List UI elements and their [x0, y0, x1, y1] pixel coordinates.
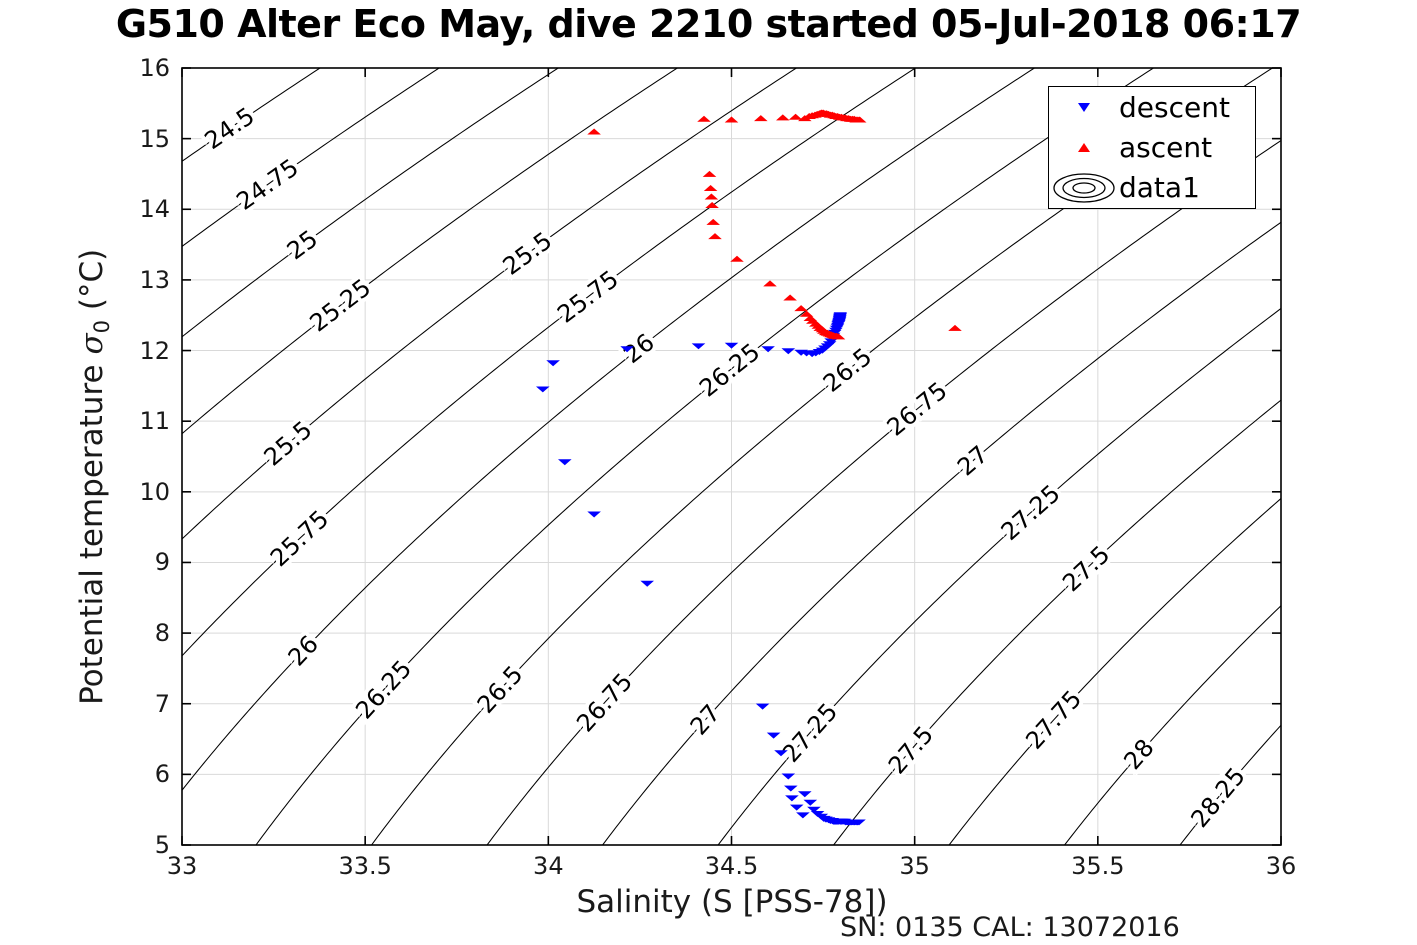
data-point — [781, 773, 796, 780]
x-tick-label: 35.5 — [1071, 852, 1125, 880]
data-point — [798, 791, 812, 798]
y-tick-label: 8 — [154, 619, 170, 648]
x-tick-label: 33 — [166, 852, 198, 880]
data-point — [546, 360, 560, 367]
legend[interactable]: descent ascent data1 — [1048, 86, 1256, 209]
data-point — [708, 233, 722, 240]
data-point — [535, 386, 550, 393]
page-title: G510 Alter Eco May, dive 2210 started 05… — [115, 2, 1302, 46]
data-point — [799, 310, 814, 317]
data-point — [697, 115, 711, 122]
legend-label-data1: data1 — [1119, 170, 1200, 204]
data-point — [852, 819, 866, 826]
data-point — [831, 333, 846, 340]
y-tick-label: 9 — [154, 548, 170, 577]
triangle-down-icon — [1049, 103, 1119, 112]
data-point — [706, 218, 720, 225]
sensor-calibration-note: SN: 0135 CAL: 13072016 — [840, 912, 1180, 943]
data-point — [781, 348, 796, 355]
data-point — [948, 324, 962, 331]
data-point — [766, 732, 781, 739]
data-point — [704, 193, 719, 200]
data-point — [587, 128, 601, 135]
y-tick-label: 5 — [154, 831, 170, 859]
data-point — [785, 795, 799, 802]
data-point — [833, 312, 848, 319]
data-point — [724, 342, 739, 349]
data-point — [691, 343, 706, 350]
y-tick-label: 7 — [154, 689, 170, 718]
y-axis-label-prefix: Potential temperature — [74, 354, 111, 705]
data-point — [783, 785, 798, 792]
data-point — [789, 804, 804, 811]
y-tick-label: 11 — [139, 407, 170, 436]
data-point — [852, 116, 867, 123]
y-axis-label-suffix: (°C) — [74, 248, 111, 320]
x-tick-label: 34 — [533, 852, 564, 880]
data-point — [558, 459, 572, 466]
data-point — [702, 170, 717, 177]
data-point — [755, 703, 770, 710]
x-tick-label: 34.5 — [704, 852, 759, 880]
data-point — [730, 255, 744, 262]
legend-item-descent[interactable]: descent — [1049, 87, 1255, 128]
y-axis-label-subscript: 0 — [89, 319, 114, 333]
data-point — [640, 580, 654, 587]
x-tick-label: 36 — [1265, 852, 1297, 880]
data-point — [703, 184, 718, 191]
legend-label-ascent: ascent — [1119, 130, 1213, 164]
isopycnal-contours — [182, 68, 1281, 845]
y-tick-label: 14 — [139, 195, 170, 224]
x-tick-label: 35 — [899, 852, 930, 880]
data-point — [754, 115, 768, 122]
legend-item-data1[interactable]: data1 — [1049, 167, 1255, 208]
data-point — [763, 280, 777, 287]
y-tick-label: 10 — [139, 477, 170, 506]
data-point — [796, 812, 810, 819]
data-series-markers — [535, 109, 962, 826]
data-point — [774, 750, 788, 757]
legend-item-ascent[interactable]: ascent — [1049, 127, 1255, 168]
data-point — [761, 346, 775, 353]
legend-label-descent: descent — [1119, 90, 1230, 124]
data-point — [776, 114, 790, 121]
data-point — [803, 799, 818, 806]
data-point — [724, 116, 739, 123]
y-tick-label: 12 — [139, 336, 170, 365]
y-axis-label-sigma: σ — [74, 332, 111, 355]
data-point — [620, 346, 634, 353]
contour-icon — [1049, 171, 1119, 205]
y-axis-label: Potential temperature σ0 (°C) — [74, 126, 114, 826]
y-tick-label: 13 — [139, 265, 170, 294]
data-point — [783, 294, 797, 301]
data-point — [794, 305, 808, 312]
plot-frame — [181, 67, 1282, 846]
y-tick-label: 6 — [154, 760, 170, 789]
data-point — [705, 201, 719, 208]
series-descent — [535, 312, 866, 826]
x-tick-label: 33.5 — [338, 852, 392, 880]
x-axis-label: Salinity (S [PSS-78]) — [576, 884, 888, 920]
data-point — [807, 806, 821, 813]
y-tick-label: 15 — [139, 124, 170, 153]
y-tick-label: 16 — [139, 54, 170, 82]
data-point — [788, 113, 803, 120]
series-ascent — [587, 109, 962, 340]
data-point — [587, 511, 601, 518]
triangle-up-icon — [1049, 143, 1119, 152]
